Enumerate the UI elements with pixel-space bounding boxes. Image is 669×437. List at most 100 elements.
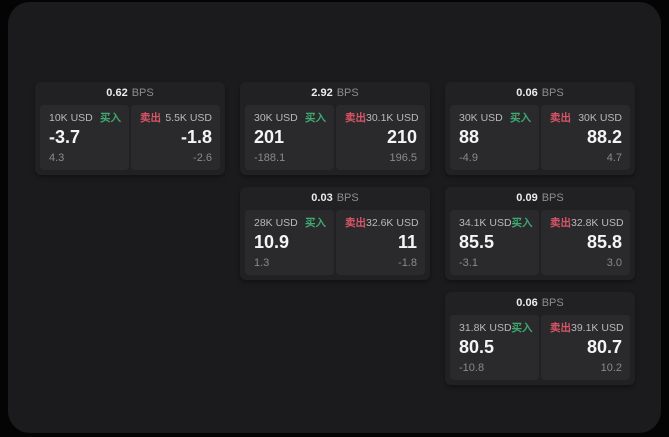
- quote-card: 0.09 BPS 34.1K USD 买入 85.5 -3.1 卖出 32.8K…: [445, 187, 635, 280]
- sell-sub-value: 4.7: [606, 151, 622, 164]
- buy-tile[interactable]: 31.8K USD 买入 80.5 -10.8: [450, 315, 539, 380]
- bps-value: 0.09: [516, 192, 538, 204]
- bps-header: 0.62 BPS: [40, 82, 220, 105]
- buy-side-label: 买入: [305, 217, 326, 229]
- bps-header: 0.03 BPS: [245, 187, 425, 210]
- bps-unit-label: BPS: [541, 192, 564, 204]
- sell-sub-value: -2.6: [193, 151, 212, 164]
- sell-price: 210: [386, 126, 417, 147]
- sell-side-label: 卖出: [550, 112, 571, 124]
- sell-price: 88.2: [586, 126, 622, 147]
- bps-unit-label: BPS: [336, 87, 359, 99]
- main-panel: 0.62 BPS 10K USD 买入 -3.7 4.3 卖出 5.5K USD…: [8, 2, 661, 433]
- buy-side-label: 买入: [100, 112, 121, 124]
- bps-value: 2.92: [311, 87, 333, 99]
- buy-tile-header: 34.1K USD 买入: [459, 217, 533, 230]
- sell-sub-value: 10.2: [600, 361, 622, 374]
- quote-card: 0.06 BPS 31.8K USD 买入 80.5 -10.8 卖出 39.1…: [445, 292, 635, 385]
- buy-tile-header: 10K USD 买入: [49, 112, 121, 125]
- buy-tile-header: 28K USD 买入: [254, 217, 326, 230]
- buy-price: 88: [459, 126, 480, 147]
- sell-side-label: 卖出: [345, 217, 366, 229]
- bps-unit-label: BPS: [336, 192, 359, 204]
- buy-amount: 28K USD: [254, 217, 298, 229]
- sell-tile[interactable]: 卖出 30K USD 88.2 4.7: [541, 105, 630, 170]
- bps-value: 0.03: [311, 192, 333, 204]
- sell-tile-header: 卖出 5.5K USD: [140, 112, 212, 125]
- sell-side-label: 卖出: [550, 217, 571, 229]
- quote-card: 0.62 BPS 10K USD 买入 -3.7 4.3 卖出 5.5K USD…: [35, 82, 225, 175]
- sell-side-label: 卖出: [140, 112, 161, 124]
- buy-side-label: 买入: [511, 217, 533, 229]
- sell-tile[interactable]: 卖出 32.6K USD 11 -1.8: [336, 210, 425, 275]
- quote-card: 0.03 BPS 28K USD 买入 10.9 1.3 卖出 32.6K US…: [240, 187, 430, 280]
- quote-grid: 0.62 BPS 10K USD 买入 -3.7 4.3 卖出 5.5K USD…: [35, 82, 635, 385]
- sell-price: -1.8: [180, 126, 212, 147]
- buy-tile[interactable]: 28K USD 买入 10.9 1.3: [245, 210, 334, 275]
- sell-amount: 30.1K USD: [366, 112, 419, 124]
- sell-tile[interactable]: 卖出 30.1K USD 210 196.5: [336, 105, 425, 170]
- sell-amount: 30K USD: [578, 112, 622, 124]
- buy-price: 10.9: [254, 231, 290, 252]
- buy-amount: 10K USD: [49, 112, 93, 124]
- buy-sub-value: 4.3: [49, 151, 65, 164]
- bps-header: 2.92 BPS: [245, 82, 425, 105]
- quote-tiles: 10K USD 买入 -3.7 4.3 卖出 5.5K USD -1.8 -2.…: [40, 105, 220, 170]
- sell-tile[interactable]: 卖出 32.8K USD 85.8 3.0: [541, 210, 630, 275]
- bps-header: 0.09 BPS: [450, 187, 630, 210]
- sell-sub-value: 3.0: [606, 256, 622, 269]
- buy-tile-header: 30K USD 买入: [459, 112, 531, 125]
- sell-tile[interactable]: 卖出 39.1K USD 80.7 10.2: [541, 315, 630, 380]
- buy-tile-header: 30K USD 买入: [254, 112, 326, 125]
- bps-unit-label: BPS: [131, 87, 154, 99]
- sell-tile-header: 卖出 30K USD: [550, 112, 622, 125]
- buy-side-label: 买入: [305, 112, 326, 124]
- buy-amount: 34.1K USD: [459, 217, 512, 229]
- sell-amount: 39.1K USD: [571, 322, 624, 334]
- quote-tiles: 30K USD 买入 88 -4.9 卖出 30K USD 88.2 4.7: [450, 105, 630, 170]
- quote-tiles: 34.1K USD 买入 85.5 -3.1 卖出 32.8K USD 85.8…: [450, 210, 630, 275]
- sell-sub-value: 196.5: [389, 151, 417, 164]
- buy-price: -3.7: [49, 126, 81, 147]
- bps-value: 0.06: [516, 297, 538, 309]
- buy-sub-value: 1.3: [254, 256, 270, 269]
- bps-value: 0.06: [516, 87, 538, 99]
- buy-side-label: 买入: [511, 322, 533, 334]
- sell-amount: 5.5K USD: [165, 112, 212, 124]
- buy-side-label: 买入: [510, 112, 531, 124]
- quote-tiles: 28K USD 买入 10.9 1.3 卖出 32.6K USD 11 -1.8: [245, 210, 425, 275]
- buy-tile[interactable]: 30K USD 买入 88 -4.9: [450, 105, 539, 170]
- sell-sub-value: -1.8: [398, 256, 417, 269]
- buy-price: 80.5: [459, 336, 495, 357]
- buy-tile-header: 31.8K USD 买入: [459, 322, 533, 335]
- quote-tiles: 30K USD 买入 201 -188.1 卖出 30.1K USD 210 1…: [245, 105, 425, 170]
- bps-header: 0.06 BPS: [450, 292, 630, 315]
- sell-side-label: 卖出: [550, 322, 571, 334]
- sell-amount: 32.6K USD: [366, 217, 419, 229]
- buy-tile[interactable]: 30K USD 买入 201 -188.1: [245, 105, 334, 170]
- bps-unit-label: BPS: [541, 297, 564, 309]
- quote-tiles: 31.8K USD 买入 80.5 -10.8 卖出 39.1K USD 80.…: [450, 315, 630, 380]
- sell-side-label: 卖出: [345, 112, 366, 124]
- sell-tile-header: 卖出 39.1K USD: [550, 322, 624, 335]
- bps-header: 0.06 BPS: [450, 82, 630, 105]
- sell-tile-header: 卖出 32.6K USD: [345, 217, 419, 230]
- bps-value: 0.62: [106, 87, 128, 99]
- quote-card: 2.92 BPS 30K USD 买入 201 -188.1 卖出 30.1K …: [240, 82, 430, 175]
- sell-amount: 32.8K USD: [571, 217, 624, 229]
- buy-tile[interactable]: 10K USD 买入 -3.7 4.3: [40, 105, 129, 170]
- sell-price: 11: [397, 231, 417, 252]
- sell-price: 85.8: [586, 231, 622, 252]
- sell-price: 80.7: [586, 336, 622, 357]
- quote-card: 0.06 BPS 30K USD 买入 88 -4.9 卖出 30K USD 8…: [445, 82, 635, 175]
- sell-tile[interactable]: 卖出 5.5K USD -1.8 -2.6: [131, 105, 220, 170]
- buy-sub-value: -3.1: [459, 256, 478, 269]
- buy-sub-value: -4.9: [459, 151, 478, 164]
- buy-price: 201: [254, 126, 285, 147]
- buy-tile[interactable]: 34.1K USD 买入 85.5 -3.1: [450, 210, 539, 275]
- bps-unit-label: BPS: [541, 87, 564, 99]
- buy-price: 85.5: [459, 231, 495, 252]
- buy-amount: 30K USD: [254, 112, 298, 124]
- sell-tile-header: 卖出 32.8K USD: [550, 217, 624, 230]
